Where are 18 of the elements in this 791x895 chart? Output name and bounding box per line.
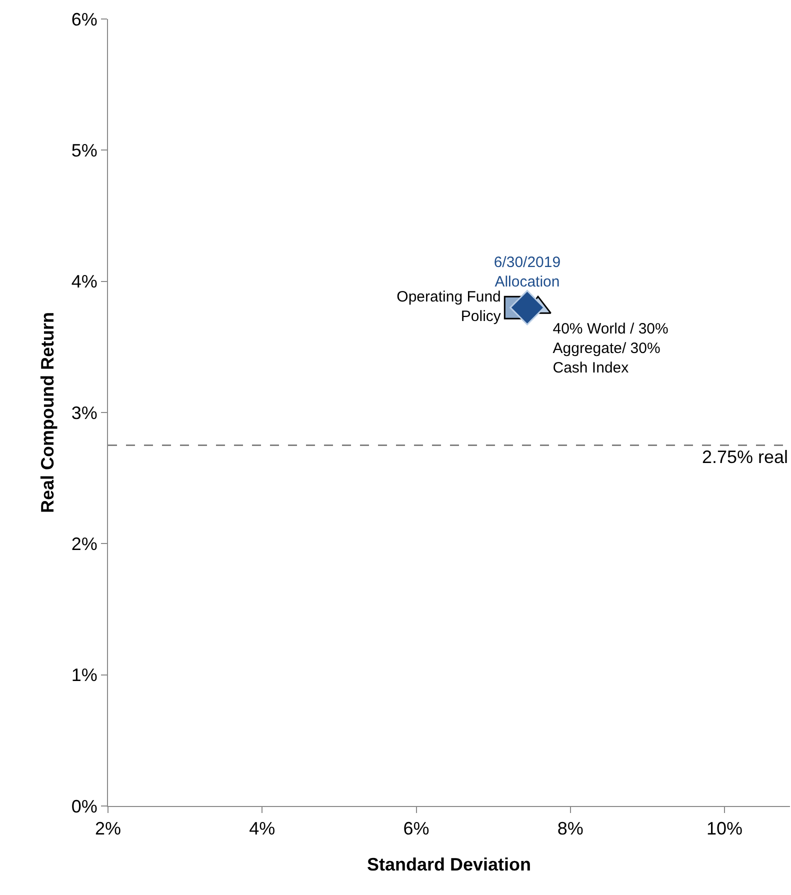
x-axis-title: Standard Deviation [366, 854, 532, 875]
y-tick-label: 2% [71, 534, 98, 554]
y-tick-label: 3% [71, 402, 98, 423]
series-label: 40% World / 30% Aggregate/ 30% Cash Index [552, 320, 668, 377]
series-label: Operating Fund Policy [396, 288, 502, 326]
ref-line-label: 2.75% real [702, 447, 788, 467]
x-tick-label: 4% [249, 818, 276, 839]
series-label: 6/30/2019 Allocation [494, 254, 561, 291]
y-tick-label: 5% [71, 140, 98, 160]
x-tick-label: 10% [706, 818, 743, 839]
y-axis-title: Real Compound Return [38, 312, 58, 513]
x-tick-label: 6% [403, 818, 430, 839]
x-tick-label: 8% [557, 818, 584, 839]
y-tick-label: 0% [71, 796, 98, 816]
y-tick-label: 1% [71, 665, 98, 686]
x-tick-label: 2% [94, 818, 122, 839]
y-tick-label: 4% [71, 272, 98, 292]
y-tick-label: 6% [71, 9, 98, 30]
